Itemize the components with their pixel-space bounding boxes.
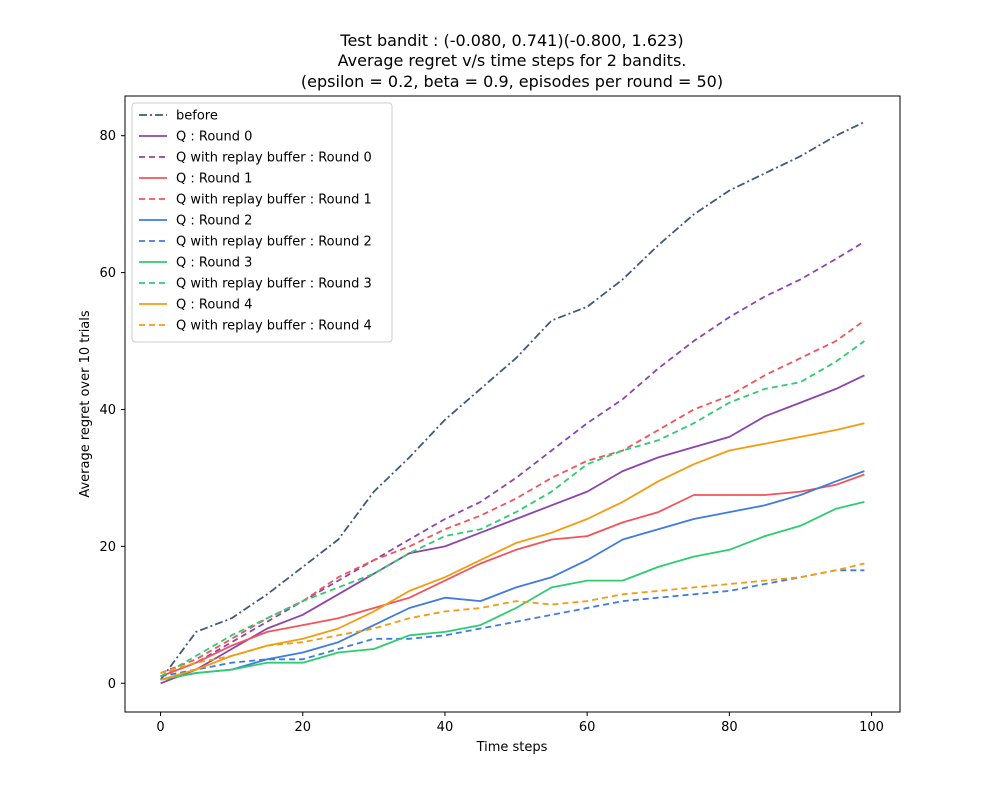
series-line-8 — [160, 340, 865, 678]
legend-label-5: Q : Round 2 — [176, 214, 252, 229]
series-line-6 — [160, 569, 865, 678]
y-tick-label-3: 60 — [99, 266, 116, 281]
x-axis-label: Time steps — [476, 740, 548, 755]
legend-label-10: Q with replay buffer : Round 4 — [176, 319, 372, 334]
x-tick-label-3: 60 — [579, 720, 596, 735]
chart-title: Test bandit : (-0.080, 0.741)(-0.800, 1.… — [301, 31, 723, 91]
chart-title-line-1: Test bandit : (-0.080, 0.741)(-0.800, 1.… — [339, 31, 683, 50]
legend-label-2: Q with replay buffer : Round 0 — [176, 151, 372, 166]
y-tick-label-4: 80 — [99, 129, 116, 144]
x-tick-label-2: 40 — [437, 720, 454, 735]
chart-title-line-3: (epsilon = 0.2, beta = 0.9, episodes per… — [301, 72, 723, 91]
series-line-4 — [160, 319, 865, 674]
legend-label-3: Q : Round 1 — [176, 172, 252, 187]
legend-box — [131, 102, 393, 343]
legend-label-7: Q : Round 3 — [176, 256, 252, 271]
series-line-0 — [159, 121, 865, 681]
plot-area — [159, 121, 865, 685]
series-line-1 — [160, 374, 865, 685]
axis-ticks: 0 20 40 60 80 100 0 20 40 60 80 — [99, 129, 884, 735]
x-tick-label-5: 100 — [859, 720, 884, 735]
legend-label-4: Q with replay buffer : Round 1 — [176, 193, 372, 208]
series-line-3 — [160, 473, 865, 678]
x-tick-label-1: 20 — [294, 720, 311, 735]
series-line-5 — [160, 470, 865, 681]
series-line-2 — [160, 241, 865, 678]
legend-label-0: before — [176, 109, 218, 124]
series-line-9 — [160, 422, 865, 681]
y-tick-label-1: 20 — [99, 540, 116, 555]
chart-title-line-2: Average regret v/s time steps for 2 band… — [338, 51, 687, 70]
y-tick-label-0: 0 — [108, 677, 116, 692]
y-tick-label-2: 40 — [99, 403, 116, 418]
y-axis-label: Average regret over 10 trials — [78, 310, 93, 498]
series-line-10 — [160, 562, 865, 674]
legend: before Q : Round 0 Q with replay buffer : … — [131, 102, 393, 343]
x-tick-label-0: 0 — [156, 720, 164, 735]
legend-label-9: Q : Round 4 — [176, 298, 252, 313]
series-line-7 — [160, 501, 865, 681]
x-tick-label-4: 80 — [721, 720, 738, 735]
legend-label-8: Q with replay buffer : Round 3 — [176, 277, 372, 292]
legend-label-6: Q with replay buffer : Round 2 — [176, 235, 372, 250]
legend-label-1: Q : Round 0 — [176, 130, 252, 145]
plot-frame — [124, 95, 901, 713]
